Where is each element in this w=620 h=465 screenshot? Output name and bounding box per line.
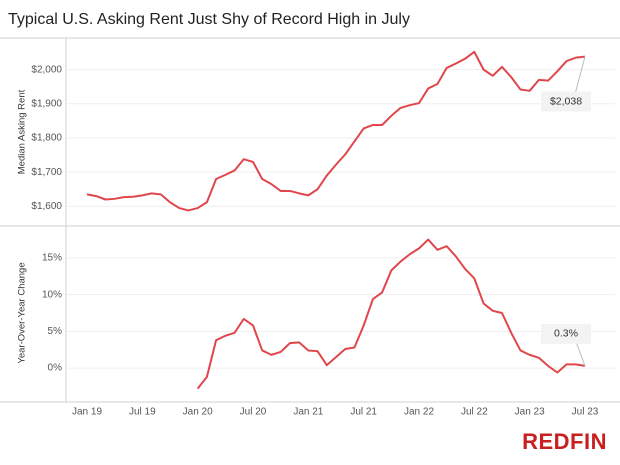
y-tick-label: $1,800 <box>31 133 62 144</box>
y-tick-label: 10% <box>42 289 62 300</box>
x-tick-label: Jul 19 <box>129 407 156 418</box>
y-tick-label: 15% <box>42 253 62 264</box>
y-tick-label: 0% <box>48 363 63 374</box>
chart-title: Typical U.S. Asking Rent Just Shy of Rec… <box>8 11 410 28</box>
data-line <box>86 50 586 212</box>
data-line <box>196 238 586 390</box>
x-tick-label: Jan 19 <box>72 407 102 418</box>
x-tick-label: Jul 23 <box>572 407 599 418</box>
y-axis-label: Year-Over-Year Change <box>17 262 28 363</box>
logo: REDFIN <box>522 429 607 454</box>
x-tick-label: Jan 22 <box>404 407 434 418</box>
y-tick-label: $2,000 <box>31 64 62 75</box>
x-tick-label: Jan 20 <box>183 407 213 418</box>
y-tick-label: $1,900 <box>31 98 62 109</box>
x-tick-label: Jul 20 <box>240 407 267 418</box>
value-label: 0.3% <box>554 328 578 340</box>
value-label: $2,038 <box>550 95 582 107</box>
x-tick-label: Jul 21 <box>350 407 377 418</box>
label-box <box>541 323 591 344</box>
x-tick-label: Jan 23 <box>515 407 545 418</box>
y-axis-label: Median Asking Rent <box>17 89 28 174</box>
y-tick-label: 5% <box>48 326 63 337</box>
x-tick-label: Jul 22 <box>461 407 488 418</box>
y-tick-label: $1,700 <box>31 167 62 178</box>
y-tick-label: $1,600 <box>31 201 62 212</box>
x-tick-label: Jan 21 <box>293 407 323 418</box>
label-box <box>541 91 591 112</box>
